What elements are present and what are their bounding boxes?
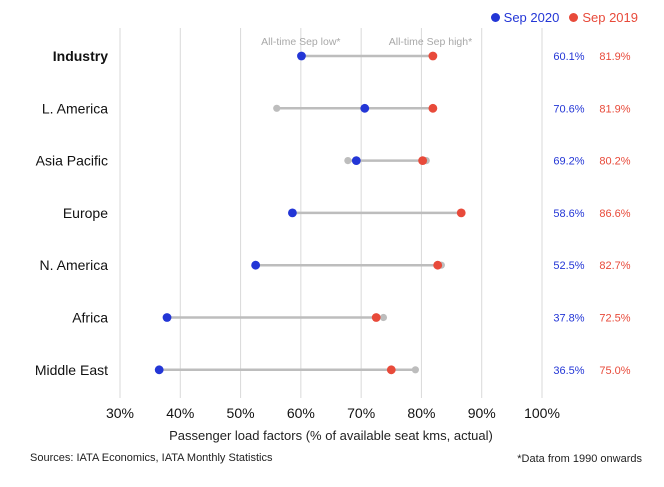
point-sep-2019 [386,365,396,375]
value-label-sep-2019: 86.6% [599,208,630,220]
legend-item-sep-2020: Sep 2020 [490,10,560,25]
point-sep-2019 [418,156,428,166]
all-time-low-marker [273,104,281,112]
x-tick-label: 90% [468,405,496,421]
value-label-sep-2020: 52.5% [553,260,584,272]
region-label: L. America [42,100,108,116]
point-sep-2019 [371,313,381,322]
value-label-sep-2020: 70.6% [553,103,584,115]
point-sep-2020 [154,365,164,375]
point-sep-2019 [428,51,438,61]
value-label-sep-2019: 72.5% [599,313,630,325]
value-label-sep-2020: 36.5% [553,365,584,377]
x-tick-label: 80% [407,405,435,421]
point-sep-2020 [297,51,306,61]
x-tick-label: 40% [166,405,194,421]
legend-item-sep-2019: Sep 2019 [569,10,638,25]
value-label-sep-2020: 37.8% [553,313,584,325]
annotation-all-time-high: All-time Sep high* [389,36,472,48]
region-label: N. America [40,257,109,273]
point-sep-2020 [351,156,361,166]
x-tick-label: 100% [524,405,560,421]
region-label: Industry [53,48,108,64]
point-sep-2020 [251,260,261,270]
legend-dot-blue-icon [490,13,500,22]
x-tick-label: 50% [227,405,255,421]
region-label: Europe [63,205,108,221]
all-time-low-marker [344,157,352,165]
all-time-high-marker [411,366,419,374]
footnote: *Data from 1990 onwards [517,453,642,465]
x-axis-label: Passenger load factors (% of available s… [169,428,493,443]
point-sep-2019 [433,260,443,270]
point-sep-2020 [288,208,297,218]
annotation-all-time-low: All-time Sep low* [261,36,340,48]
all-time-high-marker [379,313,388,322]
region-label: Africa [72,310,108,326]
point-sep-2020 [162,313,172,322]
legend-label-sep-2020: Sep 2020 [503,10,560,25]
point-sep-2019 [456,208,466,218]
value-label-sep-2020: 69.2% [553,156,584,168]
value-label-sep-2020: 60.1% [553,51,584,63]
region-label: Asia Pacific [36,153,108,169]
value-label-sep-2019: 81.9% [599,103,630,115]
source-text: Sources: IATA Economics, IATA Monthly St… [30,452,273,464]
legend: Sep 2020 Sep 2019 [490,10,638,25]
region-label: Middle East [35,362,108,378]
legend-dot-red-icon [569,13,579,22]
value-label-sep-2020: 58.6% [553,208,584,220]
value-label-sep-2019: 80.2% [599,156,630,168]
value-label-sep-2019: 81.9% [599,51,630,63]
x-tick-label: 70% [347,405,375,421]
point-sep-2020 [360,103,370,113]
x-tick-label: 60% [287,405,315,421]
value-label-sep-2019: 75.0% [599,365,630,377]
point-sep-2019 [428,103,438,113]
legend-label-sep-2019: Sep 2019 [582,10,638,25]
value-label-sep-2019: 82.7% [599,260,630,272]
x-tick-label: 30% [106,405,134,421]
